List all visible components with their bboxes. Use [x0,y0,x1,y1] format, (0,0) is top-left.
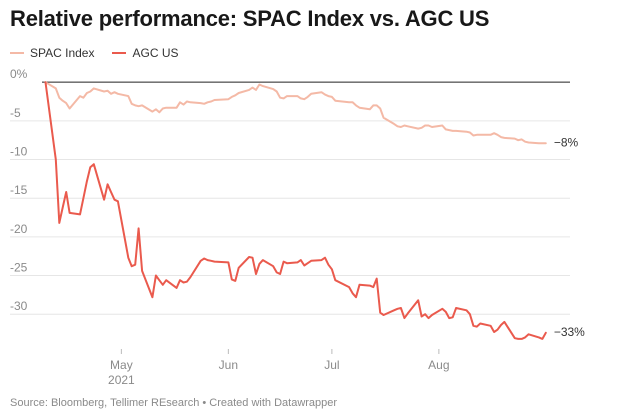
x-tick-label: Aug [428,358,449,372]
y-tick-label: -20 [10,222,28,236]
y-tick-label: -15 [10,183,28,197]
y-tick-label: -25 [10,261,28,275]
legend-item-agc[interactable]: AGC US [112,46,179,60]
legend-item-spac[interactable]: SPAC Index [10,46,94,60]
end-label-spac-index: −8% [554,135,579,149]
legend-swatch-agc [112,52,127,54]
series-line-agc-us [44,81,547,340]
legend-label-agc: AGC US [132,46,179,60]
x-tick-label: May [110,358,133,372]
end-label-agc-us: −33% [554,325,585,339]
x-tick-label: Jul [324,358,339,372]
legend-swatch-spac [10,52,24,54]
source-footer: Source: Bloomberg, Tellimer REsearch • C… [10,397,338,409]
chart-title: Relative performance: SPAC Index vs. AGC… [10,6,490,31]
y-tick-label: -10 [10,145,28,159]
legend: SPAC Index AGC US [10,46,179,60]
y-tick-label: -5 [10,106,21,120]
legend-label-spac: SPAC Index [30,46,95,60]
x-tick-label: Jun [219,358,238,372]
y-tick-label: -30 [10,299,28,313]
x-tick-sublabel: 2021 [108,373,135,387]
series-line-spac-index [44,81,547,145]
y-tick-label: 0% [10,67,28,81]
